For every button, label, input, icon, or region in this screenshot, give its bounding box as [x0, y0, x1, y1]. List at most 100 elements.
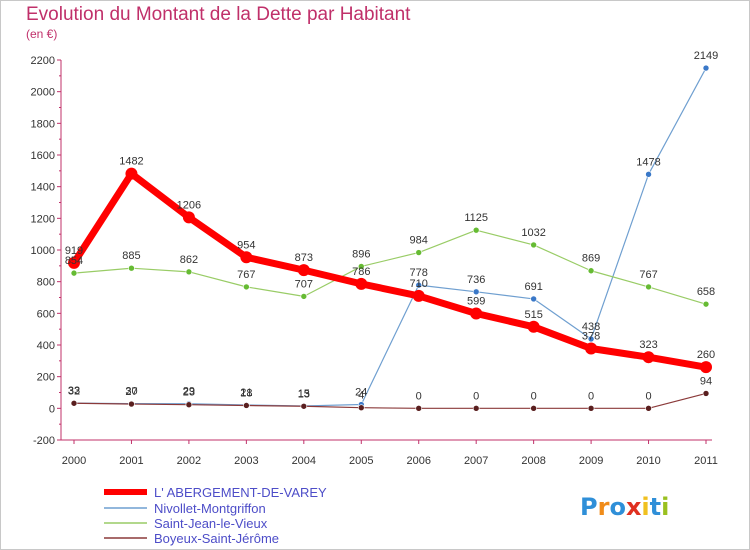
data-label-3: 23 — [183, 387, 195, 399]
series-line-0 — [71, 170, 707, 371]
logo-letter: P — [580, 493, 598, 521]
series-point-2 — [645, 283, 652, 291]
data-label-2: 984 — [410, 235, 428, 247]
series-point-2 — [185, 268, 193, 276]
data-label-2: 1125 — [464, 212, 488, 224]
series-point-0 — [585, 342, 598, 355]
y-tick-label: 1000 — [31, 245, 55, 257]
data-label-1: 736 — [467, 274, 485, 286]
x-tick-label: 2011 — [694, 455, 718, 467]
series-point-3 — [128, 400, 135, 408]
logo-letter: x — [626, 493, 642, 521]
data-label-3: 27 — [125, 386, 137, 398]
data-label-2: 869 — [582, 253, 600, 265]
series-point-3 — [530, 405, 537, 412]
data-label-0: 515 — [524, 309, 542, 321]
data-label-1: 778 — [410, 267, 428, 279]
data-label-3: 32 — [68, 385, 80, 397]
logo-letter: o — [609, 493, 626, 521]
data-label-3: 13 — [298, 388, 310, 400]
series-point-3 — [472, 405, 480, 412]
data-label-1: 691 — [524, 281, 542, 293]
series-point-2 — [472, 226, 480, 234]
data-label-2: 854 — [65, 255, 83, 267]
data-label-2: 862 — [180, 254, 198, 266]
data-label-0: 260 — [697, 349, 715, 361]
legend-label: L' ABERGEMENT-DE-VAREY — [154, 485, 327, 500]
y-tick-label: 200 — [37, 372, 55, 384]
data-label-0: 599 — [467, 295, 485, 307]
data-label-1: 1478 — [636, 156, 660, 168]
data-label-2: 885 — [122, 250, 140, 262]
series-point-2 — [702, 300, 710, 308]
series-point-0 — [297, 264, 310, 277]
y-tick-label: 800 — [37, 277, 55, 289]
series-point-2 — [530, 241, 537, 249]
series-point-3 — [645, 405, 652, 412]
x-tick-label: 2006 — [406, 455, 430, 467]
data-label-3: 18 — [240, 387, 252, 399]
x-tick-label: 2003 — [234, 455, 258, 467]
logo-letter: i — [641, 493, 649, 521]
series-point-1 — [587, 335, 595, 343]
proxiti-wordmark: Proxiti — [580, 493, 669, 521]
data-label-1: 438 — [582, 321, 600, 333]
series-point-0 — [700, 361, 712, 374]
series-line-2 — [73, 229, 707, 305]
y-tick-label: 1800 — [31, 118, 55, 130]
logo-letter: i — [661, 493, 669, 521]
series-line-1 — [73, 67, 707, 407]
x-tick-label: 2008 — [521, 455, 545, 467]
y-tick-label: 0 — [49, 403, 55, 415]
y-tick-label: 400 — [37, 340, 55, 352]
data-label-1: 24 — [355, 387, 367, 399]
series-point-3 — [243, 402, 250, 409]
series-point-0 — [412, 289, 425, 302]
data-label-0: 323 — [639, 339, 657, 351]
x-tick-label: 2001 — [119, 455, 143, 467]
series-point-1 — [472, 288, 480, 296]
series-point-2 — [70, 269, 78, 277]
x-tick-label: 2009 — [579, 455, 603, 467]
series-point-2 — [243, 283, 250, 291]
data-label-3: 0 — [416, 390, 422, 402]
data-label-1: 30 — [125, 386, 137, 398]
chart-legend: L' ABERGEMENT-DE-VAREYNivollet-Montgriff… — [104, 485, 327, 546]
data-label-2: 658 — [697, 286, 715, 298]
data-label-0: 954 — [237, 239, 255, 251]
data-label-0: 786 — [352, 266, 370, 278]
legend-label: Nivollet-Montgriffon — [154, 501, 266, 516]
series-point-2 — [300, 293, 308, 300]
series-point-0 — [470, 307, 483, 320]
data-label-2: 1032 — [521, 227, 545, 239]
logo-letter: t — [650, 493, 661, 521]
data-label-3: 0 — [645, 390, 651, 402]
chart-data-labels: 919 1482 1206 954 873 786 710 599 515 378 323 260 33… — [65, 50, 718, 402]
series-point-2 — [415, 249, 423, 256]
data-label-0: 710 — [410, 278, 428, 290]
data-label-0: 1482 — [119, 156, 143, 168]
data-label-3: 0 — [473, 390, 479, 402]
chart-title: Evolution du Montant de la Dette par Hab… — [26, 4, 411, 25]
series-point-1 — [645, 171, 652, 178]
data-label-3: 0 — [531, 390, 537, 402]
series-point-2 — [357, 263, 365, 270]
chart-series — [68, 64, 712, 412]
series-point-3 — [185, 401, 193, 408]
y-tick-label: 1200 — [31, 213, 55, 225]
series-point-1 — [415, 281, 423, 289]
chart-subtitle: (en €) — [26, 27, 58, 41]
series-point-3 — [415, 405, 423, 412]
data-label-3: 94 — [700, 375, 712, 387]
series-point-3 — [300, 402, 308, 410]
series-point-3 — [357, 404, 365, 412]
legend-label: Boyeux-Saint-Jérôme — [154, 531, 279, 546]
series-point-0 — [642, 351, 655, 364]
data-label-2: 767 — [237, 269, 255, 281]
chart-axes: -200020040060080010001200140016001800200… — [31, 55, 718, 467]
logo-letter: r — [598, 493, 610, 521]
series-point-0 — [125, 167, 138, 180]
data-label-1: 29 — [183, 386, 195, 398]
